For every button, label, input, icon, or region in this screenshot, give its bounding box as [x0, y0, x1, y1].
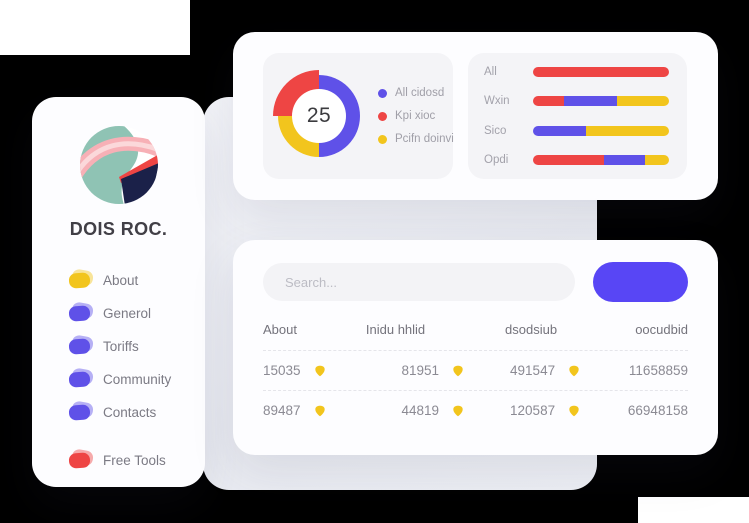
donut-center: 25 [292, 89, 346, 143]
sidebar-item-label: Generol [103, 306, 152, 321]
cell-value: 491547 [510, 363, 556, 378]
menu-blob-icon [69, 405, 90, 420]
stacked-bars-panel: All Wxin Sico Opdi [468, 53, 687, 179]
table-column-header: About [263, 322, 297, 337]
bar-segment [533, 125, 587, 136]
legend-item: Pcifn doinvi [378, 133, 454, 145]
sidebar-menu: About Generol Toriffs Community Contacts… [32, 264, 205, 477]
sidebar-item-label: Contacts [103, 405, 157, 420]
sidebar-item[interactable]: Free Tools [69, 444, 205, 477]
table-card: About Inidu hhlid dsodsiub oocudbid 15035 8… [233, 240, 718, 455]
bar-segment [617, 96, 669, 107]
sidebar-item[interactable]: Toriffs [69, 330, 205, 363]
legend-label: All cidosd [395, 87, 445, 99]
bar-segment [644, 154, 669, 165]
bar-segment [533, 96, 565, 107]
sidebar-item-label: Free Tools [103, 453, 166, 468]
stacked-bar [533, 96, 669, 107]
bar-segment [533, 154, 604, 165]
donut-legend: All cidosd Kpi xioc Pcifn doinvi [378, 87, 454, 145]
table-cell: 15035 [263, 363, 366, 378]
pick-badge-icon [569, 365, 579, 376]
table-cell: 11658859 [585, 363, 688, 378]
data-table: About Inidu hhlid dsodsiub oocudbid 15035 8… [263, 322, 688, 430]
table-row: 89487 44819 120587 66948158 [263, 390, 688, 430]
sidebar-item[interactable]: About [69, 264, 205, 297]
bar-segment [533, 67, 669, 77]
menu-blob-icon [69, 372, 90, 387]
table-cell: 44819 [366, 403, 477, 418]
donut-chart: 25 [273, 70, 365, 162]
cell-value: 11658859 [628, 363, 688, 378]
pick-badge-icon [569, 405, 579, 416]
table-column-header: dsodsiub [505, 322, 558, 337]
background-shape-bottom-right [638, 497, 749, 523]
bar-row: Sico [484, 125, 669, 137]
search-button[interactable] [593, 262, 688, 302]
cell-value: 120587 [510, 403, 556, 418]
stacked-bar [533, 67, 669, 77]
bar-category-label: All [484, 66, 497, 78]
table-header-row: About Inidu hhlid dsodsiub oocudbid [263, 322, 688, 350]
table-body: 15035 81951 491547 11658859 89487 44819 1… [263, 350, 688, 430]
cell-value: 89487 [263, 403, 301, 418]
bar-category-label: Opdi [484, 153, 509, 166]
cell-value: 15035 [263, 363, 301, 378]
legend-label: Pcifn doinvi [395, 133, 454, 145]
legend-item: All cidosd [378, 87, 454, 99]
table-cell: 89487 [263, 403, 366, 418]
legend-label: Kpi xioc [395, 110, 436, 122]
brand-title: DOIS ROC. [69, 219, 168, 239]
sidebar-item-label: Toriffs [103, 339, 139, 354]
sidebar-item[interactable]: Community [69, 363, 205, 396]
background-shape-top-left [0, 0, 190, 55]
menu-blob-icon [69, 339, 90, 354]
search-row [263, 262, 688, 302]
menu-blob-icon [69, 273, 90, 288]
sidebar-item-label: Community [103, 372, 172, 387]
donut-center-value: 25 [306, 104, 332, 127]
pick-badge-icon [314, 405, 325, 416]
table-cell: 66948158 [585, 403, 688, 418]
stacked-bar [533, 154, 669, 165]
bar-row: Wxin [484, 95, 669, 107]
bar-category-label: Sico [484, 124, 507, 137]
bar-row: All [484, 66, 669, 78]
menu-blob-icon [69, 453, 90, 468]
legend-item: Kpi xioc [378, 110, 454, 122]
legend-dot-icon [378, 111, 387, 121]
table-cell: 120587 [477, 403, 585, 418]
sidebar: DOIS ROC. About Generol Toriffs Communit… [32, 97, 205, 487]
sidebar-item[interactable]: Generol [69, 297, 205, 330]
donut-chart-panel: 25 All cidosd Kpi xioc Pcifn doinvi [263, 53, 454, 179]
table-row: 15035 81951 491547 11658859 [263, 350, 688, 390]
bar-segment [564, 96, 618, 107]
sidebar-item-label: About [103, 273, 139, 288]
pick-badge-icon [453, 365, 463, 376]
table-column-header: Inidu hhlid [365, 322, 426, 337]
cell-value: 66948158 [627, 403, 688, 418]
table-cell: 81951 [366, 363, 477, 378]
bar-segment [586, 125, 669, 136]
bar-category-label: Wxin [484, 95, 510, 108]
search-input[interactable] [263, 263, 575, 301]
cell-value: 44819 [401, 403, 440, 418]
logo-icon [79, 126, 158, 204]
bar-segment [603, 154, 645, 165]
table-cell: 491547 [477, 363, 585, 378]
menu-blob-icon [69, 306, 90, 321]
sidebar-item[interactable]: Contacts [69, 396, 205, 429]
pick-badge-icon [453, 405, 463, 416]
pick-badge-icon [314, 365, 325, 376]
bar-row: Opdi [484, 154, 669, 166]
table-column-header: oocudbid [635, 322, 688, 337]
cell-value: 81951 [401, 363, 440, 378]
stacked-bar [533, 125, 669, 136]
legend-dot-icon [378, 88, 387, 98]
charts-card: 25 All cidosd Kpi xioc Pcifn doinvi All … [233, 32, 718, 200]
legend-dot-icon [378, 134, 387, 144]
